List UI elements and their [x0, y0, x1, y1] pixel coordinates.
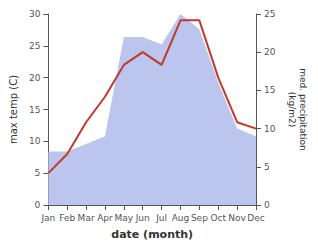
svg-text:(kg/m2): (kg/m2)	[287, 92, 297, 127]
svg-text:Apr: Apr	[97, 213, 113, 223]
svg-text:Feb: Feb	[59, 213, 75, 223]
svg-text:Jun: Jun	[135, 213, 150, 223]
svg-text:30: 30	[29, 9, 41, 19]
svg-text:10: 10	[29, 136, 41, 146]
svg-text:Oct: Oct	[210, 213, 226, 223]
svg-text:5: 5	[35, 168, 41, 178]
svg-text:Jul: Jul	[155, 213, 167, 223]
svg-text:25: 25	[29, 41, 40, 51]
svg-text:15: 15	[29, 105, 40, 115]
svg-text:Jan: Jan	[40, 213, 55, 223]
svg-text:May: May	[115, 213, 134, 223]
svg-text:Dec: Dec	[247, 213, 264, 223]
svg-text:5: 5	[264, 162, 270, 172]
svg-text:max temp (C): max temp (C)	[8, 75, 19, 144]
svg-text:20: 20	[264, 47, 276, 57]
svg-text:20: 20	[29, 73, 41, 83]
svg-text:25: 25	[264, 9, 275, 19]
svg-text:date (month): date (month)	[111, 228, 193, 241]
svg-text:Mar: Mar	[78, 213, 95, 223]
svg-text:Aug: Aug	[172, 213, 190, 223]
svg-text:10: 10	[264, 124, 276, 134]
svg-text:0: 0	[35, 200, 41, 210]
svg-text:Sep: Sep	[191, 213, 208, 223]
svg-text:15: 15	[264, 85, 275, 95]
svg-text:0: 0	[264, 200, 270, 210]
svg-text:Nov: Nov	[228, 213, 246, 223]
svg-text:med. precipitation: med. precipitation	[298, 68, 308, 150]
